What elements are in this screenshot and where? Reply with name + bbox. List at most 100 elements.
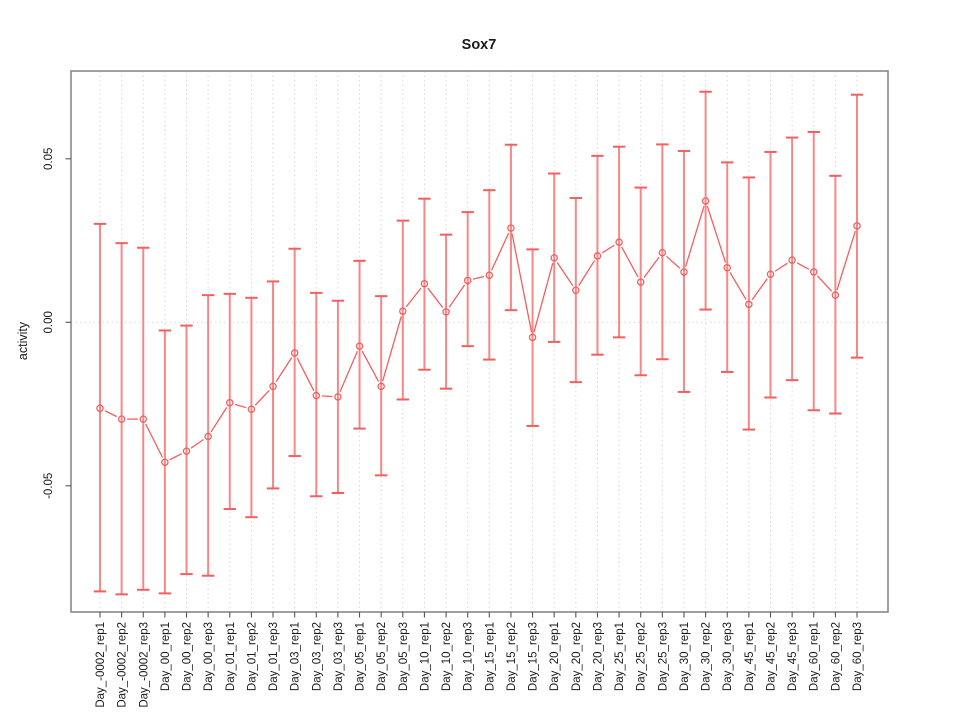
series-segment <box>275 357 293 383</box>
data-point <box>182 447 191 455</box>
series-segment <box>601 244 615 254</box>
x-tick-label: Day_-0002_rep2 <box>117 622 129 708</box>
x-tick-label: Day_30_rep2 <box>701 622 713 691</box>
series-segment <box>706 206 727 263</box>
series-segment <box>556 262 574 287</box>
x-tick-label: Day_05_rep3 <box>398 622 410 691</box>
data-point <box>550 254 558 262</box>
x-tick-label: Day_00_rep1 <box>160 622 172 691</box>
chart-title: Sox7 <box>462 37 497 53</box>
data-point <box>355 342 364 350</box>
data-point <box>809 268 818 276</box>
x-tick-label: Day_25_rep3 <box>657 622 669 691</box>
y-tick-label: 0.00 <box>43 311 55 333</box>
series-segment <box>643 256 660 279</box>
series-segment <box>339 350 358 393</box>
x-tick-label: Day_10_rep1 <box>419 622 431 691</box>
data-point <box>442 308 450 316</box>
x-tick-label: Day_60_rep3 <box>852 622 864 691</box>
series-segment <box>361 350 380 382</box>
axis-ticks <box>65 158 858 618</box>
data-point <box>766 270 775 278</box>
x-tick-label: Day_01_rep2 <box>246 622 258 691</box>
series-segment <box>169 453 182 461</box>
x-tick-label: Day_45_rep3 <box>787 622 799 691</box>
y-tick-labels: -0.05 0.00 0.05 <box>43 148 55 499</box>
series-points <box>96 197 861 467</box>
series-segment <box>796 262 810 270</box>
x-tick-label: Day_30_rep1 <box>679 622 691 691</box>
data-point <box>658 248 667 257</box>
series-segment <box>254 389 270 406</box>
x-tick-label: Day_15_rep2 <box>506 622 518 691</box>
x-tick-label: Day_03_rep2 <box>311 622 323 691</box>
x-tick-label: Day_00_rep3 <box>203 622 215 691</box>
series-segment <box>145 423 164 458</box>
series-segment <box>533 263 554 333</box>
series-segment <box>104 410 117 418</box>
y-tick-label: -0.05 <box>43 473 55 499</box>
series-segment <box>190 438 204 449</box>
data-point <box>636 278 645 286</box>
x-tick-label: Day_03_rep3 <box>333 622 345 691</box>
y-axis-label: activity <box>16 321 30 360</box>
data-point <box>96 404 104 413</box>
series-segment <box>666 255 681 269</box>
error-bars <box>93 90 864 596</box>
x-tick-label: Day_15_rep3 <box>528 622 540 691</box>
series-segment <box>621 246 639 278</box>
series-segment <box>751 278 768 301</box>
series-segment <box>382 316 402 382</box>
series-segment <box>836 230 856 291</box>
x-tick-labels: Day_-0002_rep1 Day_-0002_rep2 Day_-0002_re… <box>95 622 864 708</box>
data-point <box>161 458 169 467</box>
x-tick-label: Day_01_rep3 <box>268 622 280 691</box>
x-tick-label: Day_20_rep2 <box>571 622 583 691</box>
data-point <box>226 398 234 407</box>
series-segment <box>472 275 485 280</box>
data-point <box>334 393 342 401</box>
series-segment <box>448 284 466 308</box>
data-point <box>269 382 277 391</box>
series-segment <box>427 287 444 308</box>
series-segment <box>817 275 833 292</box>
data-point <box>528 333 537 342</box>
data-point <box>377 382 385 391</box>
y-tick-label: 0.05 <box>43 148 55 170</box>
chart-canvas: Day_-0002_rep1 Day_-0002_rep2 Day_-0002_re… <box>43 70 889 708</box>
series-segment <box>511 233 533 333</box>
series-segment <box>234 403 247 409</box>
x-tick-label: Day_60_rep2 <box>830 622 842 691</box>
data-point <box>117 415 126 423</box>
x-tick-label: Day_45_rep1 <box>744 622 756 691</box>
x-tick-label: Day_30_rep3 <box>722 622 734 691</box>
series-segment <box>210 407 228 433</box>
data-point <box>290 349 299 357</box>
data-point <box>312 391 321 400</box>
data-point <box>507 224 515 232</box>
x-tick-label: Day_-0002_rep3 <box>138 622 150 708</box>
x-tick-label: Day_15_rep1 <box>484 622 496 691</box>
data-point <box>572 286 580 295</box>
x-tick-label: Day_45_rep2 <box>765 622 777 691</box>
x-tick-label: Day_03_rep1 <box>290 622 302 691</box>
series-segment <box>491 232 510 271</box>
series-segment <box>729 272 747 300</box>
data-point <box>788 256 796 264</box>
x-tick-label: Day_05_rep2 <box>376 622 388 691</box>
data-point <box>463 276 472 285</box>
data-point <box>745 300 753 309</box>
x-tick-label: Day_25_rep1 <box>614 622 626 691</box>
series-segment <box>774 262 788 272</box>
data-point <box>485 271 494 279</box>
series-line <box>104 206 856 461</box>
series-segment <box>296 357 315 391</box>
x-tick-label: Day_10_rep2 <box>441 622 453 691</box>
data-point <box>831 291 840 299</box>
x-tick-label: Day_05_rep1 <box>355 622 367 691</box>
series-segment <box>578 260 596 286</box>
data-point <box>723 263 731 272</box>
x-tick-label: Day_20_rep3 <box>592 622 604 691</box>
data-point <box>853 222 861 230</box>
